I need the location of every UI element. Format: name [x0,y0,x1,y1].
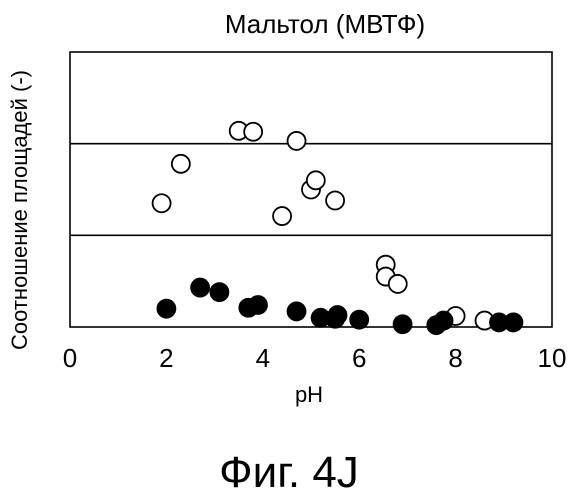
x-tick-label: 2 [159,343,173,373]
chart-title: Мальтол (МВТФ) [225,9,425,39]
x-tick-label: 6 [352,343,366,373]
data-point-open [244,123,262,141]
data-point-open [288,132,306,150]
data-point-open [326,192,344,210]
x-tick-label: 4 [256,343,270,373]
data-point-filled [394,315,412,333]
data-point-filled [191,279,209,297]
data-point-open [172,155,190,173]
data-point-filled [329,306,347,324]
data-point-filled [504,313,522,331]
data-point-open [389,275,407,293]
data-point-open [273,207,291,225]
x-tick-label: 10 [538,343,567,373]
data-point-filled [288,302,306,320]
data-point-filled [435,312,453,330]
figure-label: Фиг. 4J [219,448,359,497]
x-tick-label: 0 [63,343,77,373]
data-point-filled [249,296,267,314]
data-point-filled [210,283,228,301]
x-axis-ticks: 0 2 4 6 8 10 [63,343,567,373]
data-point-open [153,194,171,212]
y-axis-label: Соотношение площадей (-) [7,70,32,350]
data-point-filled [350,311,368,329]
data-points [153,122,523,334]
data-point-open [307,171,325,189]
data-point-filled [157,300,175,318]
x-tick-label: 8 [448,343,462,373]
x-axis-label: pH [295,382,323,407]
